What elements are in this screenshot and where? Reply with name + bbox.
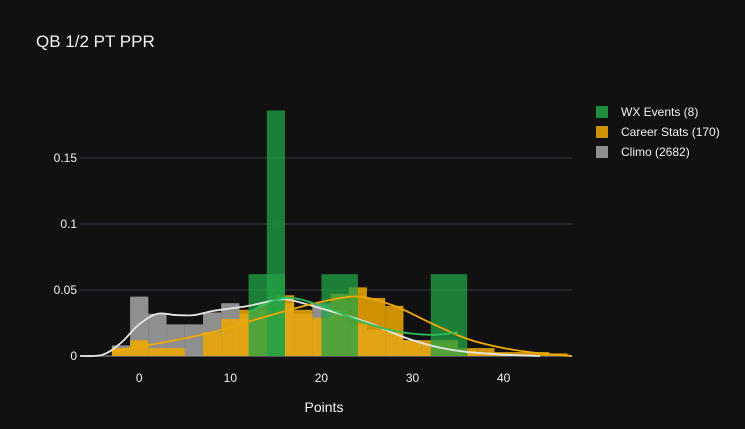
climo-bar <box>148 313 167 356</box>
wx-bar <box>430 274 468 356</box>
legend-swatch-wx <box>596 106 608 118</box>
career-bar <box>476 348 495 356</box>
career-bar <box>403 340 422 356</box>
chart-title: QB 1/2 PT PPR <box>36 32 155 51</box>
y-tick-label: 0.05 <box>54 283 78 297</box>
x-tick-label: 10 <box>224 371 238 385</box>
legend[interactable]: WX Events (8) Career Stats (170) Climo (26… <box>596 105 720 159</box>
y-tick-label: 0.1 <box>60 217 77 231</box>
wx-bar <box>321 274 358 356</box>
bars <box>111 110 568 357</box>
legend-swatch-career <box>596 126 608 138</box>
wx-bar <box>266 110 285 357</box>
climo-bar <box>184 324 203 356</box>
legend-label-wx: WX Events (8) <box>621 105 698 119</box>
career-bar <box>111 348 131 356</box>
y-tick-label: 0 <box>70 349 77 363</box>
career-bar <box>130 340 149 356</box>
career-bar <box>512 352 531 356</box>
legend-item-wx[interactable]: WX Events (8) <box>596 105 698 119</box>
career-kde-line <box>111 295 573 357</box>
career-bar <box>294 309 313 356</box>
legend-swatch-climo <box>596 146 608 158</box>
x-tick-label: 20 <box>315 371 329 385</box>
legend-item-climo[interactable]: Climo (2682) <box>596 145 690 159</box>
legend-item-career[interactable]: Career Stats (170) <box>596 125 720 139</box>
legend-label-climo: Climo (2682) <box>621 145 690 159</box>
wx-kde-line <box>248 296 459 336</box>
axes: 0.05 0.1 0.15 0 0 10 20 30 40 Points <box>54 151 511 415</box>
legend-label-career: Career Stats (170) <box>621 125 720 139</box>
x-tick-label: 40 <box>497 371 511 385</box>
climo-kde-line <box>79 298 541 357</box>
y-tick-label: 0.15 <box>54 151 78 165</box>
kde-lines <box>79 295 573 357</box>
career-bar <box>148 348 167 356</box>
x-tick-label: 0 <box>136 371 143 385</box>
career-bar <box>166 348 185 356</box>
x-axis-title: Points <box>305 399 344 415</box>
career-bar <box>203 332 222 356</box>
x-tick-label: 30 <box>406 371 420 385</box>
